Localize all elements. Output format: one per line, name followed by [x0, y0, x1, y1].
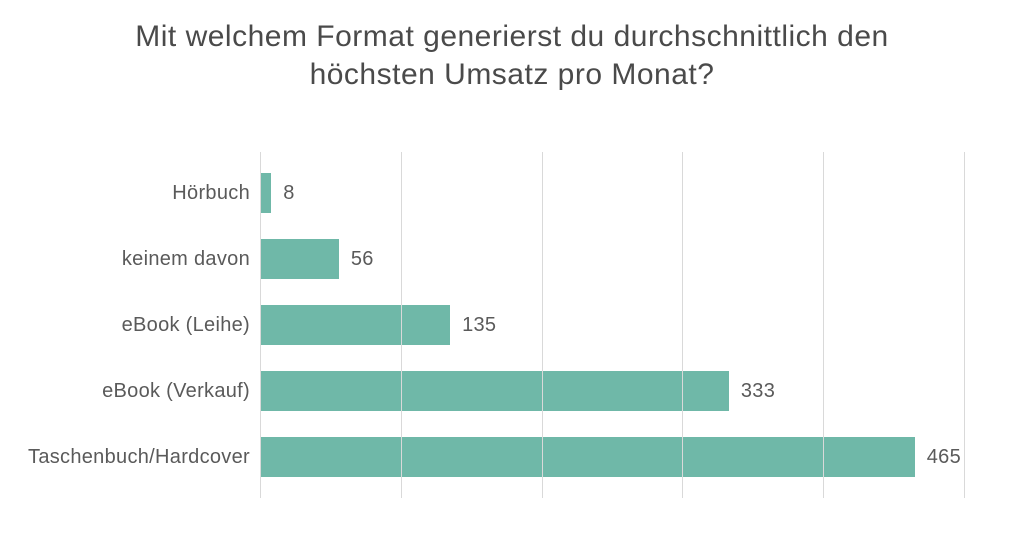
gridline [964, 152, 965, 498]
bar [260, 239, 339, 279]
bar-row: eBook (Leihe)135 [260, 305, 964, 345]
plot-area: Hörbuch8 keinem davon56 eBook (Leihe)135 eB… [260, 160, 964, 490]
gridline [823, 152, 824, 498]
bar-row: Hörbuch8 [260, 173, 964, 213]
category-label: eBook (Leihe) [0, 314, 250, 337]
bar [260, 371, 729, 411]
bar-row: eBook (Verkauf)333 [260, 371, 964, 411]
value-label: 8 [283, 182, 294, 205]
gridline [682, 152, 683, 498]
bar-row: Taschenbuch/Hardcover465 [260, 437, 964, 477]
bar-rows: Hörbuch8 keinem davon56 eBook (Leihe)135 eB… [260, 160, 964, 490]
bar [260, 437, 915, 477]
value-label: 333 [741, 380, 775, 403]
value-label: 465 [927, 446, 961, 469]
category-label: eBook (Verkauf) [0, 380, 250, 403]
chart-area: Hörbuch8keinem davon56eBook (Leihe)135eB… [0, 160, 1024, 520]
category-label: Hörbuch [0, 182, 250, 205]
bar-row: keinem davon56 [260, 239, 964, 279]
gridline [542, 152, 543, 498]
bar [260, 173, 271, 213]
gridline [401, 152, 402, 498]
chart-title: Mit welchem Format generierst du durchsc… [0, 0, 1024, 93]
gridline [260, 152, 261, 498]
value-label: 56 [351, 248, 374, 271]
value-label: 135 [462, 314, 496, 337]
category-label: keinem davon [0, 248, 250, 271]
chart-container: Mit welchem Format generierst du durchsc… [0, 0, 1024, 559]
category-label: Taschenbuch/Hardcover [0, 446, 250, 469]
bar [260, 305, 450, 345]
